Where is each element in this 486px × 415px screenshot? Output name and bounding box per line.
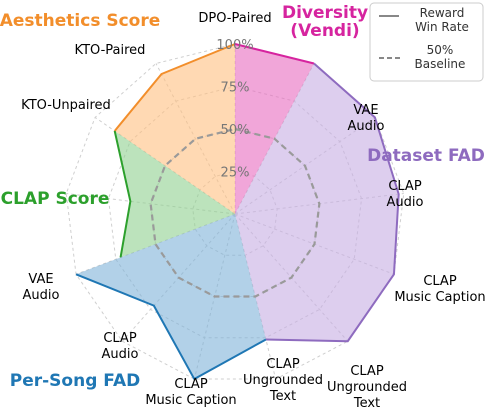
series-area-dataset-fad <box>235 63 399 342</box>
group-label: Diversity (Vendi) <box>282 3 368 41</box>
axis-label: VAE Audio <box>348 103 385 134</box>
legend-label-win-rate: Reward Win Rate <box>415 6 469 34</box>
group-label: Dataset FAD <box>367 146 485 166</box>
axis-label: CLAP Audio <box>387 179 424 210</box>
axis-label: KTO-Unpaired <box>21 98 111 113</box>
series-area-aesthetics-score <box>114 44 235 214</box>
group-label: Per-Song FAD <box>10 371 140 391</box>
radial-tick-label: 100% <box>216 38 253 53</box>
group-label: Aesthetics Score <box>0 11 160 31</box>
tick-label-layer: 25% 50% 75% 100% <box>216 38 253 181</box>
series-layer <box>75 43 400 381</box>
legend-label-baseline: 50% Baseline <box>415 43 466 71</box>
axis-label: CLAP Ungrounded Text <box>243 357 323 404</box>
radial-tick-label: 50% <box>221 123 250 138</box>
baseline-ring <box>149 127 321 298</box>
axis-label: CLAP Ungrounded Text <box>327 364 407 411</box>
axis-label: DPO-Paired <box>198 11 271 26</box>
axis-label: CLAP Audio <box>102 331 139 362</box>
legend-box <box>369 2 484 82</box>
series-line-diversity-vendi <box>234 43 315 65</box>
series-area-clap-score <box>114 130 235 258</box>
series-line-aesthetics-score <box>113 43 236 132</box>
series-line-dataset-fad <box>265 62 400 343</box>
group-label: CLAP Score <box>1 189 110 209</box>
series-area-diversity-vendi <box>235 44 315 214</box>
radial-tick-label: 25% <box>221 166 250 181</box>
axis-label: VAE Audio <box>23 272 60 303</box>
axis-label: CLAP Music Caption <box>145 377 236 408</box>
series-line-per-song-fad <box>75 273 267 381</box>
baseline-layer <box>149 127 321 298</box>
group-label-layer: Aesthetics Score Diversity (Vendi) Dataset … <box>0 3 485 391</box>
radial-tick-label: 75% <box>221 81 250 96</box>
legend: Reward Win Rate 50% Baseline <box>369 2 484 82</box>
series-area-per-song-fad <box>76 214 266 380</box>
axis-label: CLAP Music Caption <box>394 274 485 305</box>
series-line-clap-score <box>113 130 132 258</box>
axis-label: KTO-Paired <box>75 43 146 58</box>
